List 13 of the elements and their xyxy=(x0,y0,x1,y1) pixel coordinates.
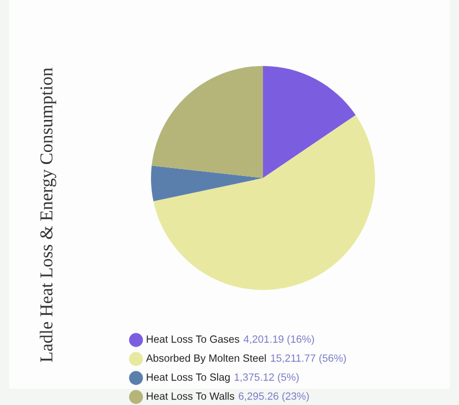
legend-label: Absorbed By Molten Steel xyxy=(146,354,266,364)
legend-label: Heat Loss To Walls xyxy=(146,392,234,400)
pie-slice xyxy=(152,66,263,178)
pie-slice xyxy=(153,115,375,290)
data-label: 4,201.19 (16%) xyxy=(244,335,314,345)
text: Ladle Heat Loss & Energy Consumption xyxy=(40,68,56,362)
legend-label: Heat Loss To Gases xyxy=(146,335,240,343)
data-label: 1,375.12 (5%) xyxy=(234,373,299,383)
data-label: 15,211.77 (56%) xyxy=(271,354,346,364)
legend-label: Heat Loss To Slag xyxy=(146,373,230,383)
data-label: 6,295.26 (23%) xyxy=(238,392,309,402)
pie-slice xyxy=(151,166,263,202)
pie-slice xyxy=(263,66,356,178)
